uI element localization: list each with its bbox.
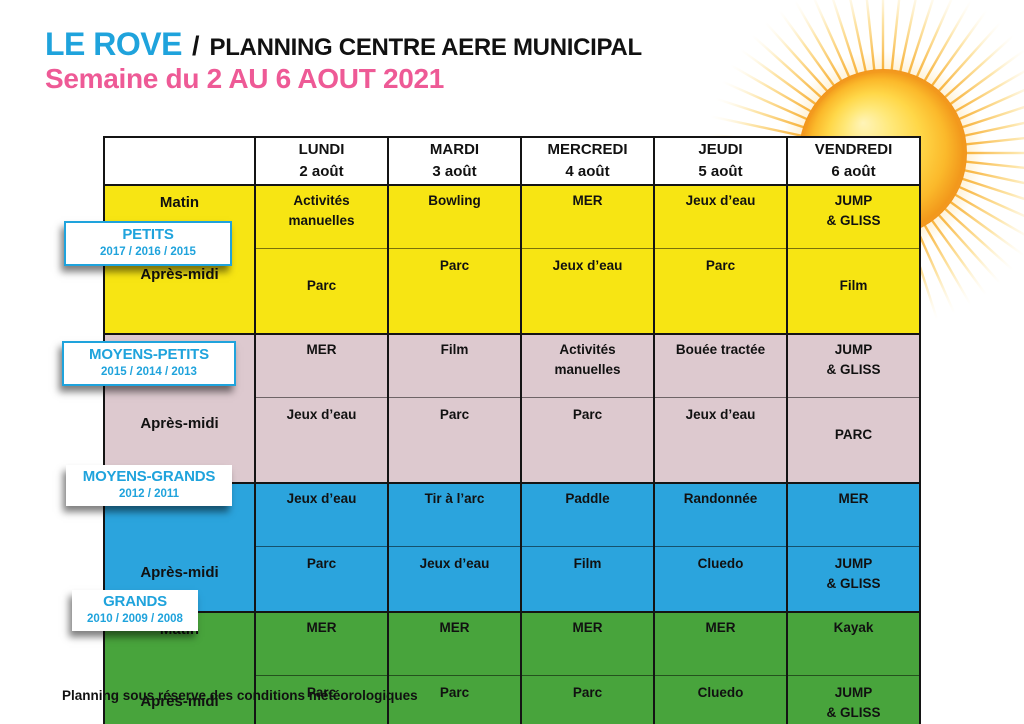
- group-row-apresmidi-moyens-petits: Jeux d’eau Parc Parc Jeux d’eau PARC: [104, 397, 921, 484]
- corner-cell: [103, 136, 256, 186]
- day-date: 2 août: [299, 163, 344, 180]
- activity-petits-apres-day4: Parc: [653, 248, 788, 335]
- matin-label: Matin: [159, 194, 200, 211]
- activity-petits-apres-day5: Film: [786, 248, 921, 335]
- day-name: LUNDI: [298, 141, 345, 159]
- day-name: JEUDI: [698, 141, 743, 159]
- activity-moyens-grands-apres-day4: Cluedo: [653, 546, 788, 613]
- activity-moyens-grands-apres-day3: Film: [520, 546, 655, 613]
- day-header-jeudi: JEUDI 5 août: [653, 136, 788, 186]
- day-header-vendredi: VENDREDI 6 août: [786, 136, 921, 186]
- activity-grands-matin-day5: Kayak: [786, 611, 921, 676]
- activity-moyens-petits-apres-day5: PARC: [786, 397, 921, 484]
- activity-moyens-grands-apres-day1: Parc: [254, 546, 389, 613]
- activity-grands-apres-day3: Parc: [520, 675, 655, 724]
- day-name: VENDREDI: [814, 141, 893, 159]
- day-date: 4 août: [565, 163, 610, 180]
- activity-moyens-petits-matin-day5: JUMP & GLISS: [786, 333, 921, 398]
- activity-grands-matin-day2: MER: [387, 611, 522, 676]
- activity-petits-apres-day2: Parc: [387, 248, 522, 335]
- day-header-mardi: MARDI 3 août: [387, 136, 522, 186]
- activity-moyens-grands-apres-day2: Jeux d’eau: [387, 546, 522, 613]
- group-label-grands: GRANDS 2010 / 2009 / 2008: [72, 590, 198, 632]
- activity-moyens-petits-matin-day3: Activités manuelles: [520, 333, 655, 398]
- activity-moyens-petits-matin-day2: Film: [387, 333, 522, 398]
- activity-moyens-grands-matin-day5: MER: [786, 482, 921, 547]
- activity-moyens-petits-matin-day4: Bouée tractée: [653, 333, 788, 398]
- weather-disclaimer: Planning sous réserve des conditions mét…: [62, 688, 418, 703]
- activity-petits-matin-day1: Activités manuelles: [254, 184, 389, 249]
- activity-moyens-petits-apres-day1: Jeux d’eau: [254, 397, 389, 484]
- group-years: 2010 / 2009 / 2008: [87, 612, 183, 625]
- activity-moyens-grands-matin-day1: Jeux d’eau: [254, 482, 389, 547]
- activity-grands-matin-day4: MER: [653, 611, 788, 676]
- day-date: 5 août: [698, 163, 743, 180]
- page-header: LE ROVE / PLANNING CENTRE AERE MUNICIPAL…: [45, 26, 642, 95]
- group-label-moyens-grands: MOYENS-GRANDS 2012 / 2011: [66, 465, 232, 507]
- apres-midi-label: Après-midi: [140, 693, 219, 711]
- brand-name: LE ROVE: [45, 26, 182, 62]
- day-name: MARDI: [429, 141, 480, 159]
- activity-moyens-grands-apres-day5: JUMP & GLISS: [786, 546, 921, 613]
- apres-midi-label: Après-midi: [140, 266, 219, 284]
- group-name: PETITS: [122, 226, 174, 243]
- activity-grands-apres-day4: Cluedo: [653, 675, 788, 724]
- week-subtitle: Semaine du 2 AU 6 AOUT 2021: [45, 63, 445, 94]
- group-label-petits: PETITS 2017 / 2016 / 2015: [64, 221, 232, 267]
- day-header-lundi: LUNDI 2 août: [254, 136, 389, 186]
- activity-moyens-petits-apres-day2: Parc: [387, 397, 522, 484]
- activity-moyens-petits-apres-day3: Parc: [520, 397, 655, 484]
- group-name: MOYENS-PETITS: [89, 346, 209, 363]
- activity-grands-apres-day1: Parc: [254, 675, 389, 724]
- apres-midi-label: Après-midi: [140, 415, 219, 433]
- activity-grands-apres-day5: JUMP & GLISS: [786, 675, 921, 724]
- activity-moyens-grands-matin-day4: Randonnée: [653, 482, 788, 547]
- group-name: GRANDS: [103, 593, 167, 610]
- activity-moyens-petits-apres-day4: Jeux d’eau: [653, 397, 788, 484]
- day-header-mercredi: MERCREDI 4 août: [520, 136, 655, 186]
- activity-petits-matin-day4: Jeux d’eau: [653, 184, 788, 249]
- page-title: LE ROVE / PLANNING CENTRE AERE MUNICIPAL: [45, 26, 642, 63]
- group-years: 2015 / 2014 / 2013: [101, 365, 197, 378]
- activity-petits-matin-day5: JUMP & GLISS: [786, 184, 921, 249]
- group-label-moyens-petits: MOYENS-PETITS 2015 / 2014 / 2013: [62, 341, 236, 387]
- title-separator: /: [191, 31, 200, 61]
- activity-moyens-grands-matin-day2: Tir à l’arc: [387, 482, 522, 547]
- group-years: 2017 / 2016 / 2015: [100, 245, 196, 258]
- day-date: 3 août: [432, 163, 477, 180]
- apres-midi-label: Après-midi: [140, 564, 219, 582]
- group-row-apresmidi-petits: Parc Parc Jeux d’eau Parc Film: [104, 248, 921, 335]
- activity-moyens-grands-matin-day3: Paddle: [520, 482, 655, 547]
- day-name: MERCREDI: [547, 141, 628, 159]
- activity-grands-matin-day1: MER: [254, 611, 389, 676]
- activity-petits-matin-day3: MER: [520, 184, 655, 249]
- group-row-apresmidi-grands: Parc Parc Parc Cluedo JUMP & GLISS: [104, 675, 921, 724]
- day-date: 6 août: [831, 163, 876, 180]
- group-name: MOYENS-GRANDS: [82, 468, 216, 485]
- group-row-apresmidi-moyens-grands: Parc Jeux d’eau Film Cluedo JUMP & GLISS: [104, 546, 921, 613]
- header-row: LUNDI 2 août MARDI 3 août MERCREDI 4 aoû…: [103, 136, 921, 186]
- activity-grands-matin-day3: MER: [520, 611, 655, 676]
- activity-grands-apres-day2: Parc: [387, 675, 522, 724]
- activity-petits-apres-day3: Jeux d’eau: [520, 248, 655, 335]
- activity-petits-apres-day1: Parc: [254, 248, 389, 335]
- activity-moyens-petits-matin-day1: MER: [254, 333, 389, 398]
- title-text: PLANNING CENTRE AERE MUNICIPAL: [209, 34, 642, 61]
- group-years: 2012 / 2011: [118, 487, 180, 500]
- activity-petits-matin-day2: Bowling: [387, 184, 522, 249]
